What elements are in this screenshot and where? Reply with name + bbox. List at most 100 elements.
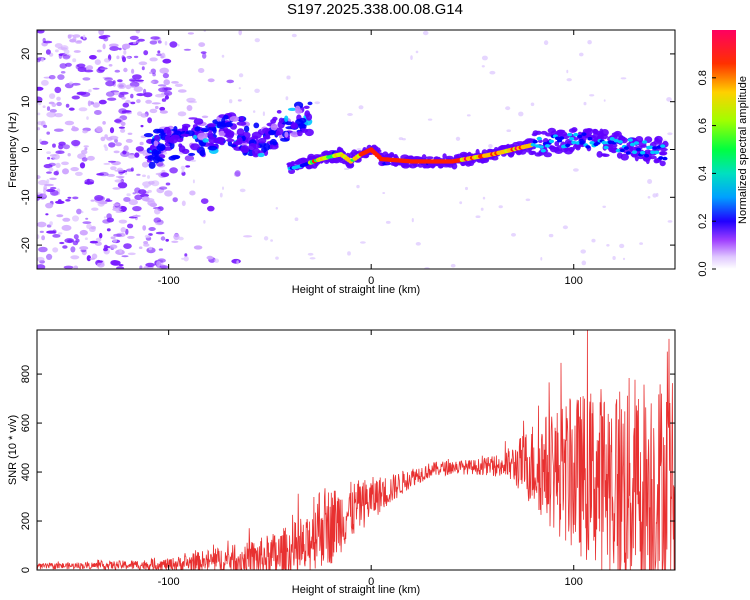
spectrogram-noise-blob (56, 96, 61, 101)
spectrogram-noise-blob (459, 201, 463, 205)
snr-y-tick-label: 400 (20, 463, 32, 481)
spectrogram-noise-blob (88, 89, 92, 93)
spectrogram-noise-blob (49, 221, 53, 226)
spectrogram-noise-blob (117, 82, 127, 90)
spectrogram-ridge-point (532, 139, 538, 144)
spectrogram-noise-blob (53, 171, 59, 176)
spectrogram-noise-blob (189, 190, 196, 196)
spectrogram-noise-blob (62, 168, 69, 175)
spectrogram-blob (278, 117, 284, 124)
spectrogram-blob (229, 116, 240, 122)
spectrogram-noise-blob (102, 121, 106, 125)
spectrogram-noise-blob (103, 216, 106, 219)
spectrogram-noise-blob (160, 172, 170, 177)
spectrogram-noise-blob (135, 30, 141, 34)
spectrogram-noise-blob (132, 206, 142, 212)
spectrogram-noise-blob (111, 260, 121, 266)
spectrogram-noise-blob (42, 192, 47, 198)
spectrogram-noise-blob (581, 260, 587, 266)
spectrogram-ridge-point (609, 137, 615, 141)
spectrogram-noise-blob (89, 257, 96, 260)
spectrogram-blob (240, 145, 250, 153)
spectrogram-noise-blob (114, 138, 118, 143)
spectrogram-noise-blob (139, 265, 143, 269)
spectrogram-noise-blob (360, 241, 366, 244)
spectrogram-noise-blob (591, 238, 596, 243)
spectrogram-noise-blob (113, 233, 122, 237)
spectrogram-noise-blob (198, 68, 205, 73)
spectrogram-blob (206, 123, 217, 128)
spectrogram-x-tick-label: 100 (565, 275, 583, 287)
spectrogram-noise-blob (81, 210, 84, 214)
spectrogram-blob (151, 149, 158, 157)
spectrogram-noise-blob (612, 256, 616, 260)
spectrogram-noise-blob (143, 266, 150, 269)
spectrogram-noise-blob (188, 117, 198, 120)
spectrogram-ridge-point (589, 141, 595, 145)
spectrogram-noise-blob (128, 199, 138, 206)
spectrogram-noise-blob (44, 183, 54, 187)
spectrogram-noise-blob (130, 167, 134, 172)
spectrogram-noise-blob (124, 171, 128, 175)
spectrogram-noise-blob (37, 86, 44, 91)
spectrogram-noise-blob (254, 38, 260, 43)
spectrogram-noise-blob (120, 227, 127, 233)
spectrogram-noise-blob (132, 214, 141, 218)
spectrogram-blob (223, 128, 232, 135)
spectrogram-noise-blob (589, 94, 595, 97)
spectrogram-ridge-point (642, 140, 648, 144)
spectrogram-noise-blob (58, 232, 63, 235)
spectrogram-noise-blob (148, 246, 152, 251)
spectrogram-noise-blob (622, 257, 626, 261)
spectrogram-noise-blob (113, 150, 120, 154)
spectrogram-noise-blob (518, 111, 524, 117)
spectrogram-noise-blob (108, 160, 116, 163)
spectrogram-blob (193, 134, 198, 140)
spectrogram-noise-blob (108, 142, 116, 148)
spectrogram-noise-blob (53, 128, 64, 132)
spectrogram-noise-blob (162, 73, 169, 79)
snr-panel: -100 0 100 0 200 400 600 800 Height of straight… (7, 329, 676, 596)
spectrogram-ridge-halo (587, 130, 593, 136)
spectrogram-noise-blob (67, 239, 73, 243)
spectrogram-noise-blob (105, 80, 115, 87)
spectrogram-blob (218, 130, 226, 137)
spectrogram-noise-blob (87, 100, 91, 107)
spectrogram-blob (193, 118, 204, 125)
spectrogram-noise-blob (106, 228, 111, 232)
spectrogram-ridge-point (607, 140, 613, 145)
spectrogram-noise-blob (79, 162, 86, 169)
spectrogram-noise-blob (144, 234, 151, 239)
spectrogram-noise-blob (73, 234, 79, 240)
spectrogram-noise-blob (86, 255, 92, 262)
spectrogram-blob (153, 134, 161, 141)
spectrogram-noise-blob (55, 49, 59, 53)
spectrogram-noise-blob (106, 173, 115, 177)
spectrogram-noise-blob (67, 153, 71, 157)
spectrogram-noise-blob (101, 34, 111, 38)
spectrogram-noise-blob (133, 86, 143, 92)
spectrogram-y-tick-label: 20 (20, 48, 32, 60)
spectrogram-ridge-halo (634, 154, 639, 162)
spectrogram-noise-blob (104, 134, 108, 139)
spectrogram-noise-blob (145, 99, 153, 104)
spectrogram-noise-blob (149, 40, 158, 45)
spectrogram-noise-blob (48, 75, 56, 80)
spectrogram-noise-blob (63, 49, 70, 55)
spectrogram-marks (37, 30, 673, 269)
spectrogram-blob (219, 142, 225, 146)
spectrogram-noise-blob (285, 96, 289, 101)
spectrogram-noise-blob (113, 203, 120, 207)
spectrogram-ridge-point (571, 140, 577, 145)
spectrogram-blob (153, 140, 159, 147)
spectrogram-noise-blob (143, 241, 149, 245)
spectrogram-noise-blob (132, 41, 137, 45)
spectrogram-blob (295, 105, 301, 112)
spectrogram-noise-blob (46, 106, 51, 111)
spectrogram-noise-blob (122, 43, 131, 49)
spectrogram-ridge-halo (346, 162, 355, 169)
spectrogram-noise-blob (58, 144, 64, 150)
spectrogram-ridge-point (654, 150, 660, 155)
spectrogram-ridge-point (644, 153, 650, 158)
spectrogram-noise-blob (159, 67, 169, 74)
